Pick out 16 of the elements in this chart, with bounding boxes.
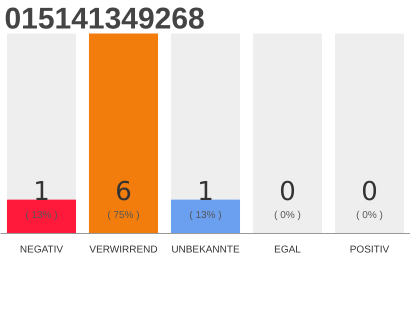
- x-tick-label: POSITIV: [350, 244, 390, 256]
- x-tick-label: UNBEKANNTE: [171, 244, 240, 256]
- annotation: ( 13% ): [25, 210, 58, 221]
- data-label: 1: [33, 177, 50, 207]
- x-tick-label: EGAL: [274, 244, 302, 256]
- data-label: 0: [279, 177, 296, 207]
- annotation: ( 13% ): [189, 210, 222, 221]
- annotation: ( 0% ): [274, 210, 301, 221]
- annotation: ( 0% ): [356, 210, 383, 221]
- chart-title: 015141349268: [4, 2, 205, 36]
- data-label: 6: [115, 177, 132, 207]
- data-label: 1: [197, 177, 214, 207]
- data-label: 0: [361, 177, 378, 207]
- x-tick-label: NEGATIV: [20, 244, 64, 256]
- annotation: ( 75% ): [107, 210, 140, 221]
- x-tick-label: VERWIRREND: [89, 244, 158, 256]
